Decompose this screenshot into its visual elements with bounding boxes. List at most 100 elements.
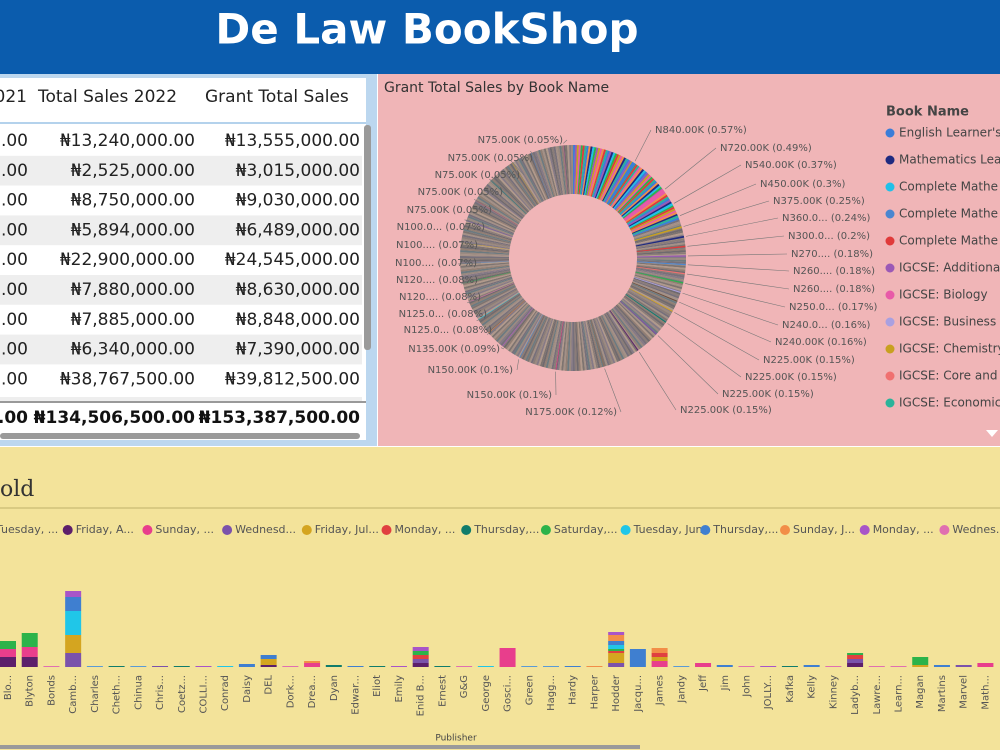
x-tick-label: COLLI... — [198, 675, 209, 713]
bar-segment — [651, 661, 668, 667]
leader-line — [510, 160, 525, 176]
donut-texture — [469, 283, 515, 306]
donut-texture — [487, 182, 526, 217]
x-tick-label: Jim — [720, 675, 731, 691]
bar-segment — [716, 665, 733, 667]
donut-texture — [584, 320, 595, 370]
data-label: N100.... (0.07%) — [396, 240, 478, 251]
donut-texture — [569, 145, 572, 195]
leader-line — [563, 139, 568, 144]
donut-texture — [590, 319, 607, 367]
bar-hscrollbar[interactable] — [0, 745, 640, 749]
donut-texture — [617, 176, 653, 213]
donut-texture — [610, 166, 642, 207]
donut-texture — [578, 321, 585, 371]
donut-texture — [532, 317, 552, 365]
donut-texture — [465, 277, 513, 295]
bar-segment — [608, 641, 625, 645]
bar-segment — [43, 666, 60, 667]
donut-texture — [635, 269, 685, 280]
table-row-partial — [0, 397, 362, 401]
donut-texture — [461, 267, 510, 278]
donut-texture — [579, 145, 587, 195]
data-label: N100.... (0.07%) — [395, 258, 477, 269]
donut-texture — [528, 153, 550, 200]
donut-texture — [491, 178, 528, 214]
leader-line — [687, 235, 785, 247]
donut-texture — [490, 179, 528, 215]
donut-texture — [580, 145, 589, 195]
donut-slice — [590, 319, 605, 367]
table: Total Sales 2021 Total Sales 2022 Grant To… — [0, 87, 362, 428]
donut-texture — [503, 167, 535, 208]
donut-texture — [534, 318, 553, 365]
leader-line — [486, 329, 497, 335]
donut-texture — [634, 274, 683, 290]
donut-texture — [553, 146, 564, 195]
legend-marker — [885, 317, 895, 327]
donut-texture — [574, 145, 578, 195]
donut-texture — [593, 151, 612, 198]
x-tick-label: Hodder — [611, 674, 622, 711]
donut-texture — [478, 194, 520, 224]
bar-segment — [803, 665, 820, 667]
donut-texture — [626, 194, 668, 224]
x-tick-label: Charles — [90, 675, 101, 713]
donut-texture — [474, 201, 518, 227]
legend-marker — [301, 525, 312, 535]
donut-texture — [525, 315, 547, 362]
donut-texture — [565, 321, 570, 371]
donut-texture — [636, 250, 686, 255]
donut-texture — [473, 203, 518, 228]
donut-slice — [633, 277, 681, 294]
donut-texture — [607, 311, 637, 353]
donut-texture — [576, 321, 581, 371]
donut-texture — [597, 316, 619, 363]
table-row — [0, 215, 362, 246]
table-total-cell: ₦153,387,500.00 — [199, 408, 360, 428]
bar-panel — [0, 447, 1000, 750]
donut-texture — [620, 299, 659, 334]
donut-slice — [623, 188, 665, 221]
bar-segment — [130, 666, 147, 667]
legend-label: English Learner's — [899, 126, 1000, 140]
bar-segment — [933, 665, 950, 667]
donut-texture — [463, 226, 512, 242]
bar-chart: Tuesday, ... Friday, A... Sunday, ... Wedne… — [0, 523, 1000, 716]
table-hscrollbar[interactable] — [0, 433, 360, 439]
donut-texture — [611, 167, 643, 208]
donut-texture — [463, 273, 512, 288]
donut-texture — [493, 176, 529, 213]
donut-texture — [622, 297, 663, 330]
donut-slice — [635, 271, 684, 284]
bar-segment — [543, 666, 559, 667]
donut-texture — [469, 210, 516, 232]
x-tick-label: Emily — [394, 675, 405, 703]
donut-texture — [632, 279, 680, 299]
table-row — [0, 275, 362, 305]
donut-texture — [621, 298, 661, 331]
legend-scroll-arrow[interactable] — [986, 430, 998, 437]
donut-texture — [594, 317, 614, 365]
donut-texture — [605, 312, 633, 355]
x-tick-label: Kelly — [807, 675, 818, 699]
donut-texture — [574, 321, 577, 371]
table-row — [0, 126, 362, 156]
x-tick-label: Jeff — [698, 674, 709, 692]
data-label: N120.... (0.08%) — [399, 292, 481, 303]
donut-texture — [521, 156, 545, 201]
donut-texture — [631, 283, 678, 305]
donut-texture — [629, 204, 674, 229]
table-cell: ₦5,894,000.00 — [71, 220, 195, 240]
x-tick-label: Marvel — [959, 675, 970, 709]
table-scrollbar[interactable] — [364, 125, 371, 350]
donut-texture — [545, 147, 559, 196]
donut-texture — [601, 156, 625, 202]
donut-texture — [565, 145, 570, 195]
table-cell: ₦315,000.00 — [0, 131, 28, 151]
leader-line — [685, 283, 786, 308]
donut-texture — [581, 146, 591, 195]
donut-texture — [589, 148, 605, 197]
bar-segment — [477, 666, 494, 667]
donut-texture — [602, 313, 628, 358]
